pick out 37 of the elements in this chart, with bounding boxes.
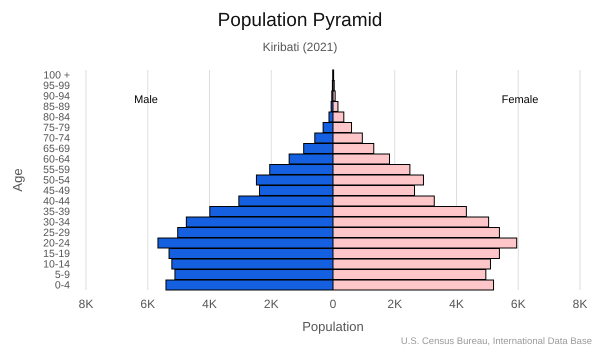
y-tick-label: 65-69: [43, 143, 70, 156]
x-tick-label: 8K: [78, 297, 94, 311]
y-tick-label: 5-9: [54, 269, 70, 282]
y-tick-label: 15-19: [43, 248, 70, 260]
y-tick-label: 95-99: [43, 80, 70, 92]
y-tick-label: 0-4: [54, 280, 70, 292]
x-tick-label: 8K: [572, 297, 588, 311]
y-tick-label: 20-24: [43, 238, 70, 250]
y-tick-label: 55-59: [43, 164, 70, 176]
y-tick-label: 90-94: [43, 90, 70, 103]
y-axis-title: Age: [10, 168, 25, 192]
y-tick-label: 85-89: [43, 101, 70, 114]
x-tick-label: 4K: [449, 297, 464, 311]
y-tick-label: 75-79: [43, 122, 70, 134]
x-tick-label: 2K: [264, 297, 279, 311]
x-axis-title: Population: [302, 319, 364, 334]
y-tick-label: 30-34: [43, 216, 70, 229]
x-tick-label: 6K: [140, 297, 156, 311]
annotation: Female: [502, 94, 538, 106]
y-tick-label: 70-74: [43, 132, 70, 145]
y-tick-label: 60-64: [43, 154, 70, 166]
annotation: Male: [134, 94, 158, 106]
x-tick-label: 2K: [387, 297, 402, 311]
y-tick-label: 80-84: [43, 112, 70, 124]
y-tick-label: 35-39: [43, 206, 70, 218]
y-tick-label: 50-54: [43, 174, 70, 187]
y-tick-label: 10-14: [43, 258, 70, 271]
y-tick-label: 100 +: [43, 70, 70, 82]
chart-subtitle: Kiribati (2021): [262, 40, 338, 54]
x-tick-label: 4K: [202, 297, 217, 311]
y-tick-label: 45-49: [43, 185, 70, 198]
y-tick-label: 40-44: [43, 196, 70, 208]
chart-title: Population Pyramid: [218, 10, 382, 31]
x-tick-label: 6K: [510, 297, 526, 311]
text: U.S. Census Bureau, International Data Base: [400, 336, 592, 347]
y-tick-label: 25-29: [43, 227, 70, 240]
x-tick-label: 0: [330, 297, 337, 311]
